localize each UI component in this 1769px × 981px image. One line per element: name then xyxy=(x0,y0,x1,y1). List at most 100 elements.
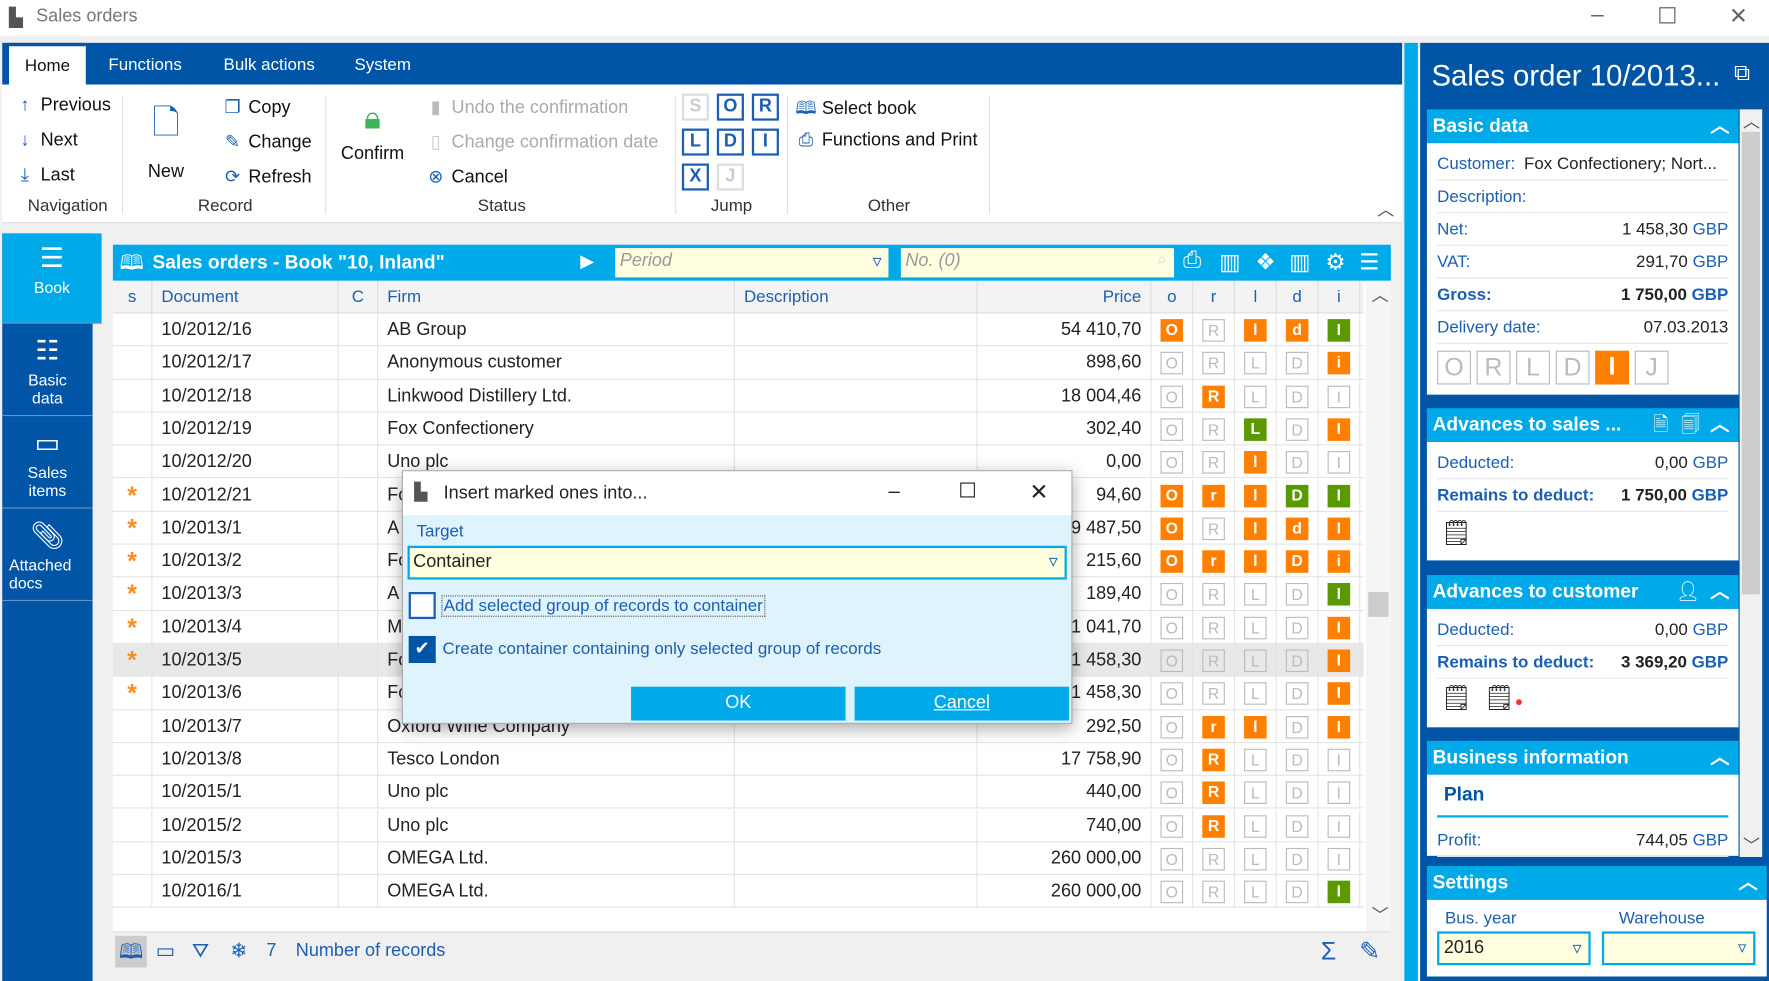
dropdown-icon[interactable]: ▿ xyxy=(872,252,882,272)
sidebar-item-sales-items[interactable]: ▭ Sales items xyxy=(2,418,93,509)
column-header-i[interactable]: i xyxy=(1319,280,1361,314)
table-row[interactable]: 10/2015/2 Uno plc 740,00 O R L D I xyxy=(112,809,1364,843)
jump-x-button[interactable]: X xyxy=(681,163,709,191)
tab-bulk-actions[interactable]: Bulk actions xyxy=(223,55,315,75)
collapse-icon[interactable]: ︿ xyxy=(1710,413,1730,436)
print-icon[interactable]: ⎙ xyxy=(1183,248,1202,273)
minimize-button[interactable]: – xyxy=(1591,2,1604,28)
jump-i-button[interactable]: I xyxy=(751,128,779,156)
collapse-ribbon-icon[interactable]: ︿ xyxy=(1377,200,1395,220)
column-header-price[interactable]: Price xyxy=(978,280,1152,314)
scroll-thumb[interactable] xyxy=(1741,131,1760,595)
change-confirmation-date-button[interactable]: ▯ Change confirmation date xyxy=(424,131,659,154)
section-basic-data-header[interactable]: Basic data ︿ xyxy=(1426,109,1739,144)
section-business-header[interactable]: Business information ︿ xyxy=(1426,740,1739,775)
menu-icon[interactable]: ☰ xyxy=(1359,250,1380,276)
column-header-l[interactable]: l xyxy=(1235,280,1277,314)
warehouse-select[interactable]: ▿ xyxy=(1601,931,1756,966)
column-header-firm[interactable]: Firm xyxy=(378,280,735,314)
column-header-description[interactable]: Description xyxy=(735,280,978,314)
select-book-button[interactable]: 🕮 Select book xyxy=(795,96,916,126)
cubes-icon[interactable]: ❖ xyxy=(1255,250,1276,276)
period-input[interactable]: Period ▿ xyxy=(615,248,889,278)
ok-button[interactable]: OK xyxy=(631,686,846,721)
dialog-close-button[interactable]: ✕ xyxy=(1029,480,1049,506)
section-advances-sales-header[interactable]: Advances to sales ... 🗎 🗐 ︿ xyxy=(1426,408,1739,443)
book-view-icon[interactable]: 🕮 xyxy=(115,935,147,968)
edit-icon[interactable]: ✎ xyxy=(1359,937,1381,966)
table-row[interactable]: 10/2012/19 Fox Confectionery 302,40 O R L D I xyxy=(112,412,1364,446)
jump-r-button[interactable]: R xyxy=(751,93,779,121)
confirm-button[interactable]: 🔒︎ Confirm xyxy=(336,100,408,164)
last-button[interactable]: ⤓ Last xyxy=(14,166,75,186)
marked-icon[interactable]: ❄ xyxy=(230,939,248,962)
new-button[interactable]: 🗋 New xyxy=(138,98,194,183)
column-header-document[interactable]: Document xyxy=(152,280,339,314)
tab-home[interactable]: Home xyxy=(9,42,86,85)
scroll-down-icon[interactable]: ﹀ xyxy=(1743,836,1760,856)
collapse-icon[interactable]: ︿ xyxy=(1710,115,1730,137)
jump-l-button[interactable]: L xyxy=(681,128,709,156)
close-button[interactable]: ✕ xyxy=(1729,4,1748,30)
functions-and-print-button[interactable]: ⎙ Functions and Print xyxy=(795,131,978,151)
dialog-minimize-button[interactable]: – xyxy=(888,479,900,502)
undo-confirmation-button[interactable]: ▮ Undo the confirmation xyxy=(424,96,628,119)
add-to-container-label[interactable]: Add selected group of records to contain… xyxy=(441,595,766,617)
table-row[interactable]: 10/2015/3 OMEGA Ltd. 260 000,00 O R L D I xyxy=(112,842,1364,876)
table-row[interactable]: 10/2015/1 Uno plc 440,00 O R L D I xyxy=(112,776,1364,810)
jump-o-button[interactable]: O xyxy=(716,93,744,121)
tab-functions[interactable]: Functions xyxy=(108,55,182,75)
sum-icon[interactable]: Σ xyxy=(1320,937,1337,966)
sidebar-item-basic-data[interactable]: ☷ Basic data xyxy=(2,326,93,417)
collapse-icon[interactable]: ︿ xyxy=(1710,746,1730,768)
document-icon[interactable]: 🗎 xyxy=(1653,413,1669,436)
dialog-maximize-button[interactable]: ☐ xyxy=(958,479,977,502)
create-container-label[interactable]: Create container containing only selecte… xyxy=(442,639,882,659)
chart-icon[interactable]: ▥ xyxy=(1219,250,1241,276)
table-row[interactable]: 10/2012/18 Linkwood Distillery Ltd. 18 004… xyxy=(112,379,1364,413)
refresh-button[interactable]: ⟳ Refresh xyxy=(221,166,312,189)
maximize-button[interactable]: ☐ xyxy=(1657,4,1678,30)
play-icon[interactable]: ▶ xyxy=(580,252,595,272)
tab-system[interactable]: System xyxy=(354,55,411,75)
add-to-container-checkbox[interactable] xyxy=(408,591,436,620)
cancel-button[interactable]: Cancel xyxy=(854,686,1070,721)
number-input[interactable]: No. (0) ⌕ xyxy=(900,248,1175,278)
cancel-status-button[interactable]: ⊗ Cancel xyxy=(424,166,508,189)
next-button[interactable]: ↓ Next xyxy=(14,131,78,151)
copy-button[interactable]: ❐ Copy xyxy=(221,96,290,119)
number-of-records-button[interactable]: Number of records xyxy=(295,941,446,961)
scroll-down-icon[interactable]: ﹀ xyxy=(1371,906,1389,926)
panel-scrollbar[interactable]: ︿ ﹀ xyxy=(1739,109,1763,857)
filter-icon[interactable]: ⛛ xyxy=(191,939,209,962)
column-header-s[interactable]: s xyxy=(113,280,153,314)
create-container-checkbox[interactable]: ✔ xyxy=(408,635,436,664)
invoice-coins-icon[interactable]: 🗒 xyxy=(1440,518,1473,547)
previous-button[interactable]: ↑ Previous xyxy=(14,96,111,116)
columns-icon[interactable]: ▥ xyxy=(1289,250,1311,276)
gear-icon[interactable]: ⚙ xyxy=(1325,250,1346,276)
column-header-d[interactable]: d xyxy=(1277,280,1319,314)
invoice-warning-icon[interactable]: 🗒● xyxy=(1483,683,1524,712)
column-header-r[interactable]: r xyxy=(1193,280,1236,314)
collapse-icon[interactable]: ︿ xyxy=(1738,871,1758,894)
sidebar-item-attached-docs[interactable]: 📎︎ Attached docs xyxy=(2,511,93,602)
open-external-icon[interactable]: ⧉ xyxy=(1733,60,1751,86)
splitter[interactable] xyxy=(1404,42,1418,981)
table-row[interactable]: 10/2013/8 Tesco London 17 758,90 O R L D I xyxy=(112,742,1364,777)
scroll-thumb[interactable] xyxy=(1368,591,1389,617)
bus-year-select[interactable]: 2016 ▿ xyxy=(1437,931,1591,966)
user-document-icon[interactable]: 👤︎ xyxy=(1675,580,1701,603)
jump-j-button[interactable]: J xyxy=(716,163,744,191)
scroll-up-icon[interactable]: ︿ xyxy=(1743,112,1760,132)
column-header-o[interactable]: o xyxy=(1151,280,1194,314)
column-header-c[interactable]: C xyxy=(339,280,379,314)
sidebar-item-book[interactable]: ☰ Book xyxy=(2,233,102,324)
scroll-up-icon[interactable]: ︿ xyxy=(1371,286,1389,306)
jump-d-button[interactable]: D xyxy=(716,128,744,156)
collapse-icon[interactable]: ︿ xyxy=(1710,580,1730,603)
change-button[interactable]: ✎ Change xyxy=(221,131,312,154)
target-select[interactable]: Container ▿ xyxy=(407,545,1067,580)
